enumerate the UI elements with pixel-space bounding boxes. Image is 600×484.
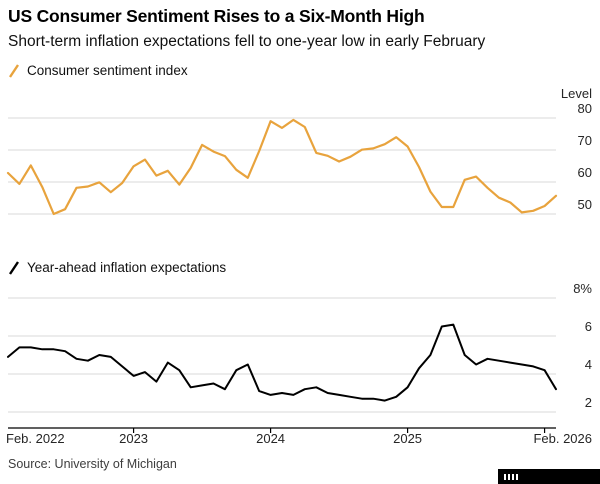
y-axis-tick-label: 8% [573, 282, 592, 296]
y-axis-tick-label: 4 [585, 357, 592, 372]
inflation-slash-icon [9, 260, 19, 275]
sentiment-slash-stroke [9, 63, 19, 78]
x-axis-label: 2025 [393, 431, 423, 446]
sentiment-slash-icon [9, 63, 19, 78]
y-axis-tick-label: 50 [578, 197, 592, 212]
y-axis-tick-label: 6 [585, 319, 592, 334]
source-text: Source: University of Michigan [8, 457, 177, 471]
consumer-sentiment-chart: 80 70 60 50 [6, 101, 592, 216]
year-ahead-inflation-expectations-line [7, 323, 557, 402]
x-axis-label: Feb. 2026 [533, 431, 592, 446]
y-axis-tick-label: 60 [578, 165, 592, 180]
y-axis-tick-label: 70 [578, 133, 592, 148]
x-axis-label: 2024 [256, 431, 286, 446]
legend-inflation-expectations: Year-ahead inflation expectations [8, 260, 226, 275]
inflation-expectations-chart: 8% 6 4 2 [7, 282, 592, 433]
legend-consumer-sentiment: Consumer sentiment index [8, 63, 188, 78]
page-subtitle: Short-term inflation expectations fell t… [8, 33, 486, 50]
x-axis-label: 2023 [119, 431, 149, 446]
inflation-slash-stroke [9, 260, 19, 275]
legend-inflation-label: Year-ahead inflation expectations [27, 260, 227, 275]
consumer-sentiment-index-line [6, 118, 558, 216]
y-axis-tick-label: 2 [585, 395, 592, 410]
bloomberg-logo-marks [504, 474, 518, 480]
x-axis-labels: Feb. 2022 2023 2024 2025 Feb. 2026 [0, 431, 600, 447]
page-title: US Consumer Sentiment Rises to a Six-Mon… [8, 6, 425, 26]
legend-sentiment-label: Consumer sentiment index [27, 63, 188, 78]
y-axis-unit-label: Level [560, 86, 592, 101]
x-axis-label: Feb. 2022 [6, 431, 65, 446]
y-axis-tick-label: 80 [578, 101, 592, 116]
bloomberg-logo-box [498, 469, 600, 484]
